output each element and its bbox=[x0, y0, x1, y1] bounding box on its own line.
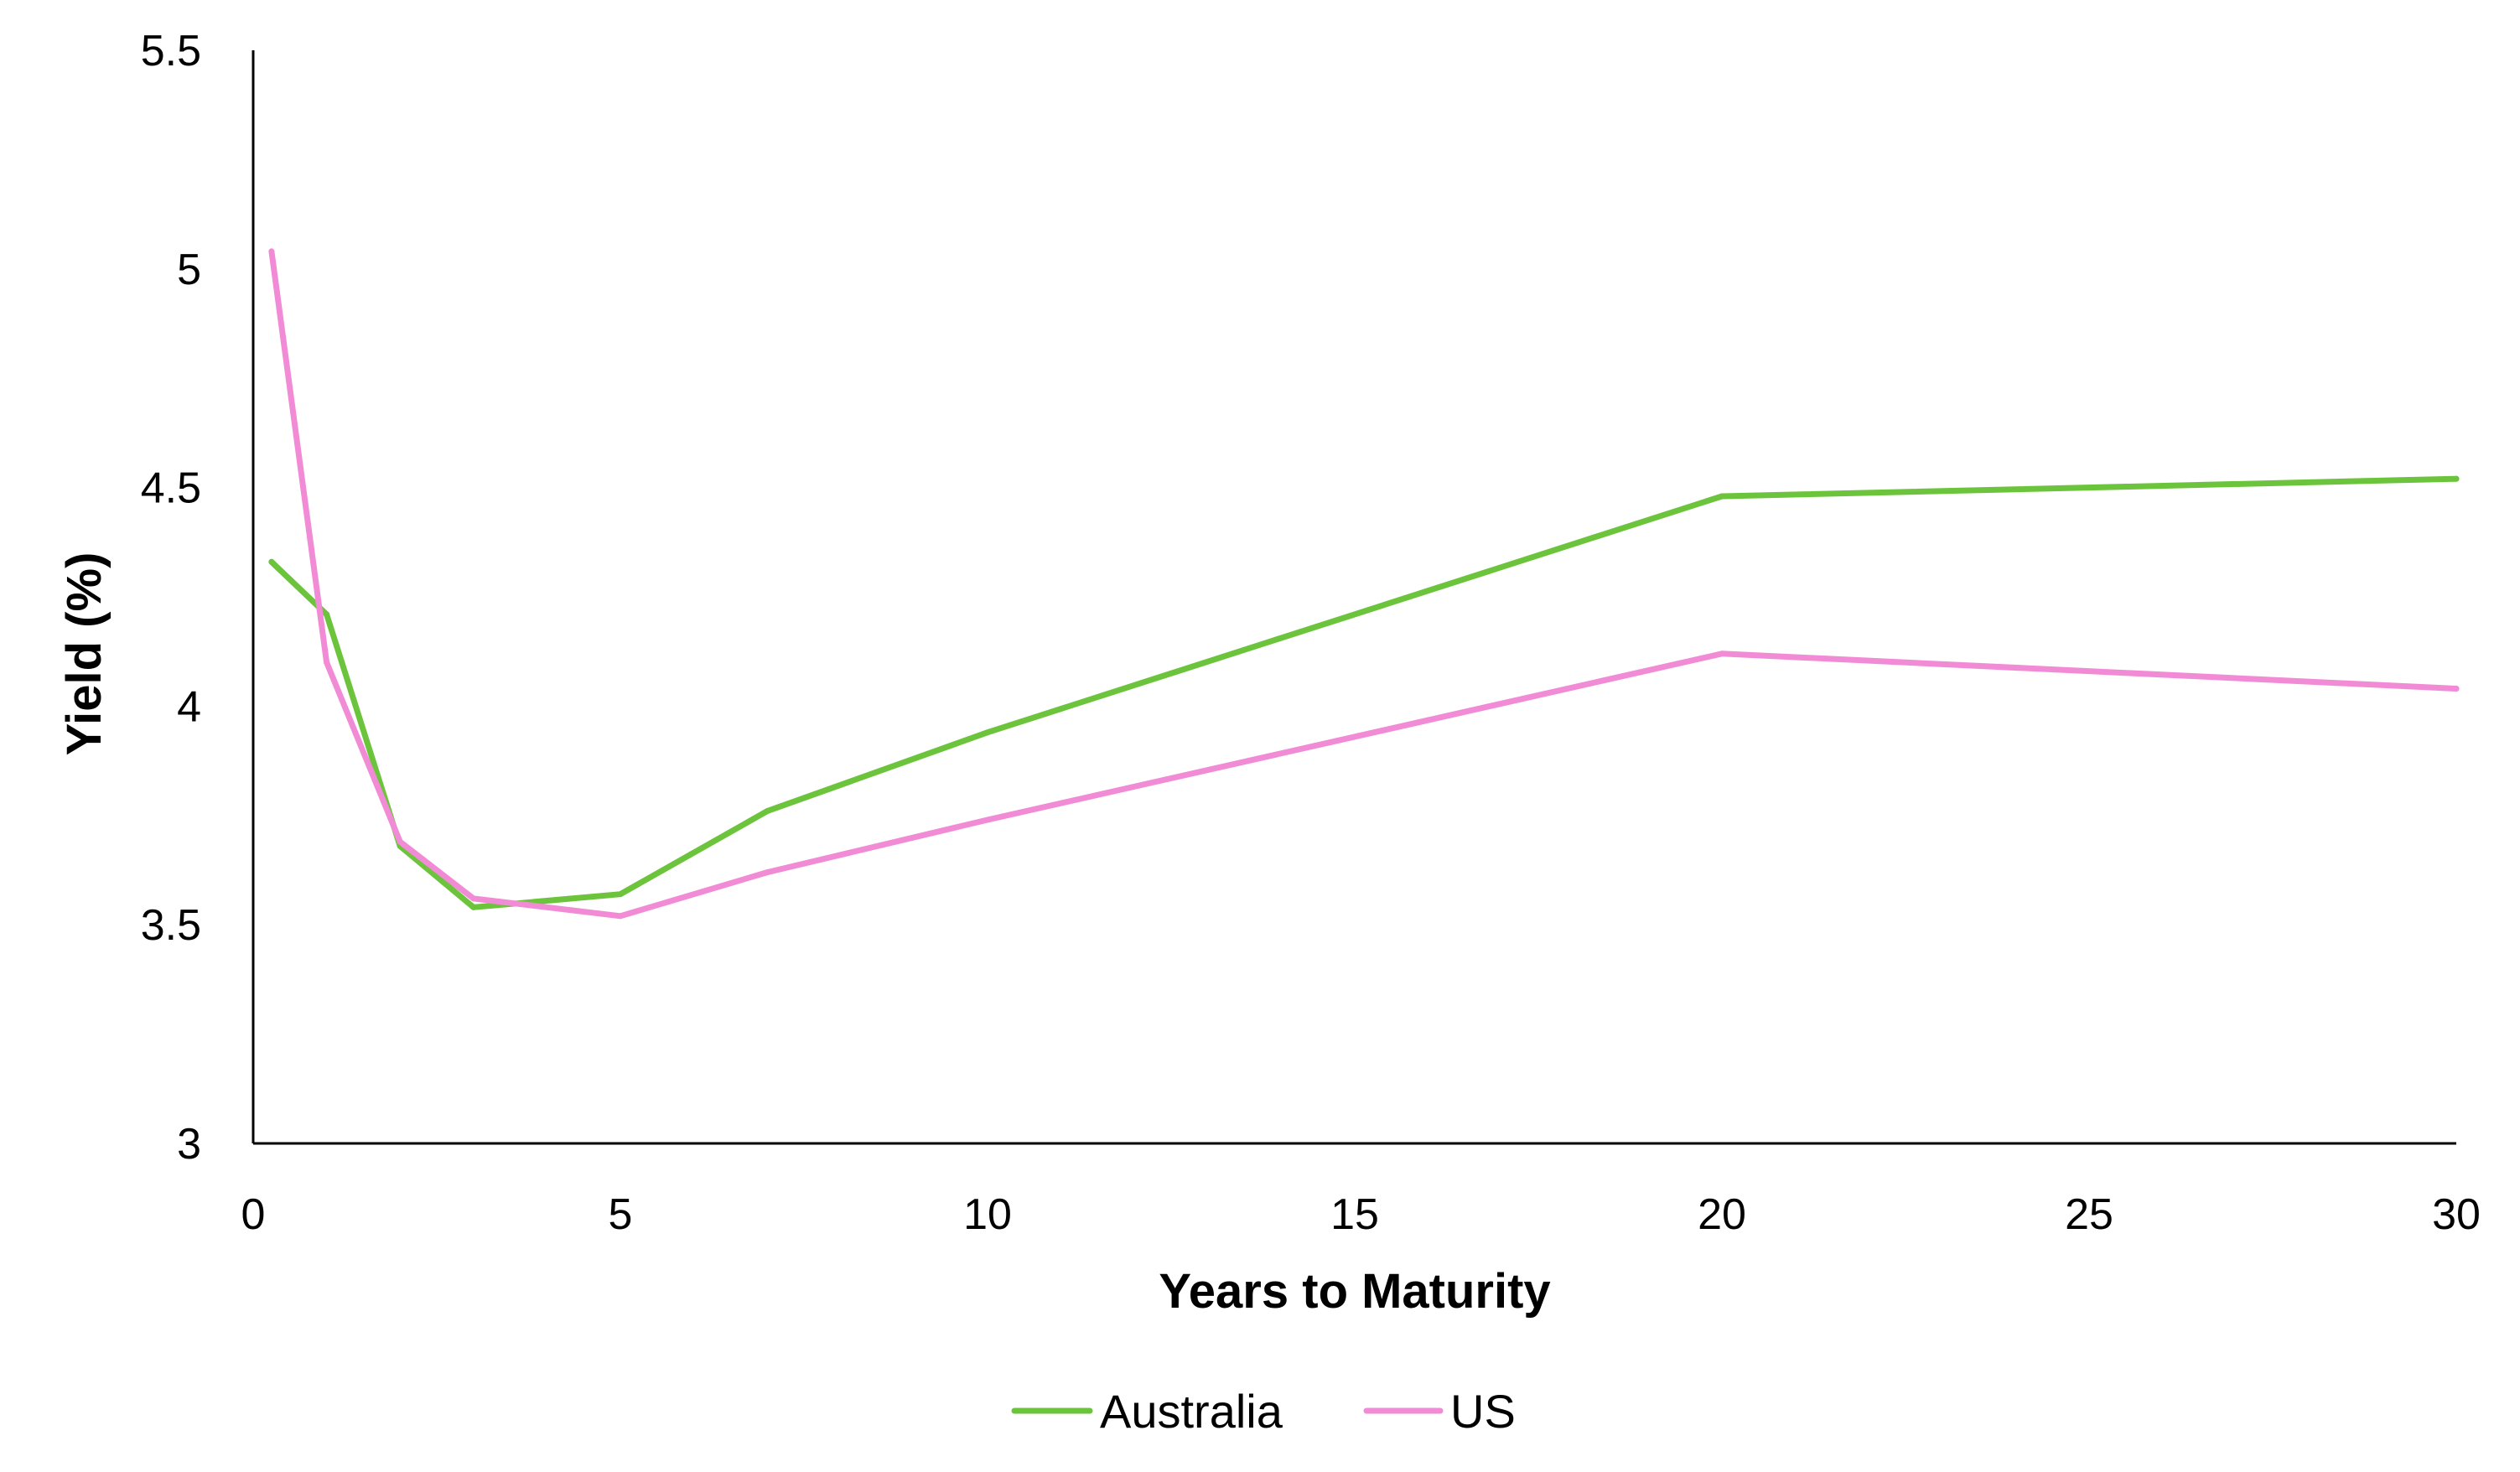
x-tick-label: 10 bbox=[963, 1190, 1012, 1239]
y-tick-label: 3.5 bbox=[141, 901, 201, 950]
legend: Australia US bbox=[1011, 1385, 1516, 1438]
y-tick-labels: 3 3.5 4 4.5 5 5.5 bbox=[141, 27, 201, 1169]
data-point-us bbox=[324, 659, 330, 666]
data-point-australia bbox=[470, 904, 477, 910]
data-point-australia bbox=[324, 611, 330, 618]
data-point-us bbox=[764, 869, 770, 876]
y-tick-label: 4 bbox=[177, 682, 201, 731]
data-point-australia bbox=[617, 891, 624, 898]
y-tick-label: 5 bbox=[177, 246, 201, 294]
data-point-australia bbox=[2453, 475, 2460, 482]
data-point-australia bbox=[764, 808, 770, 815]
axes bbox=[251, 50, 2456, 1145]
series-line-australia bbox=[268, 475, 2460, 910]
x-axis-title: Years to Maturity bbox=[1159, 1264, 1550, 1319]
data-point-us bbox=[1719, 650, 1725, 657]
data-point-australia bbox=[268, 558, 275, 565]
x-tick-labels: 0 5 10 15 20 25 30 bbox=[241, 1190, 2481, 1239]
x-tick-label: 0 bbox=[241, 1190, 266, 1239]
x-tick-label: 30 bbox=[2432, 1190, 2481, 1239]
y-axis-title: Yield (%) bbox=[57, 552, 111, 756]
x-tick-label: 20 bbox=[1698, 1190, 1746, 1239]
data-point-us bbox=[397, 838, 403, 845]
legend-item-us: US bbox=[1363, 1385, 1516, 1438]
y-tick-label: 5.5 bbox=[141, 27, 201, 75]
data-point-us bbox=[617, 913, 624, 920]
legend-item-australia: Australia bbox=[1011, 1385, 1283, 1438]
data-point-us bbox=[268, 248, 275, 255]
data-point-australia bbox=[1719, 493, 1725, 500]
x-tick-label: 15 bbox=[1330, 1190, 1379, 1239]
x-tick-label: 25 bbox=[2065, 1190, 2113, 1239]
legend-label-australia: Australia bbox=[1100, 1385, 1283, 1438]
data-point-australia bbox=[984, 729, 991, 736]
y-tick-label: 3 bbox=[177, 1120, 201, 1169]
series-line-us bbox=[268, 248, 2460, 920]
legend-label-us: US bbox=[1450, 1385, 1516, 1438]
data-point-us bbox=[984, 816, 991, 823]
data-point-us bbox=[2453, 686, 2460, 692]
series-lines bbox=[268, 248, 2460, 920]
y-tick-label: 4.5 bbox=[141, 464, 201, 513]
data-point-us bbox=[470, 895, 477, 902]
x-tick-label: 5 bbox=[609, 1190, 633, 1239]
